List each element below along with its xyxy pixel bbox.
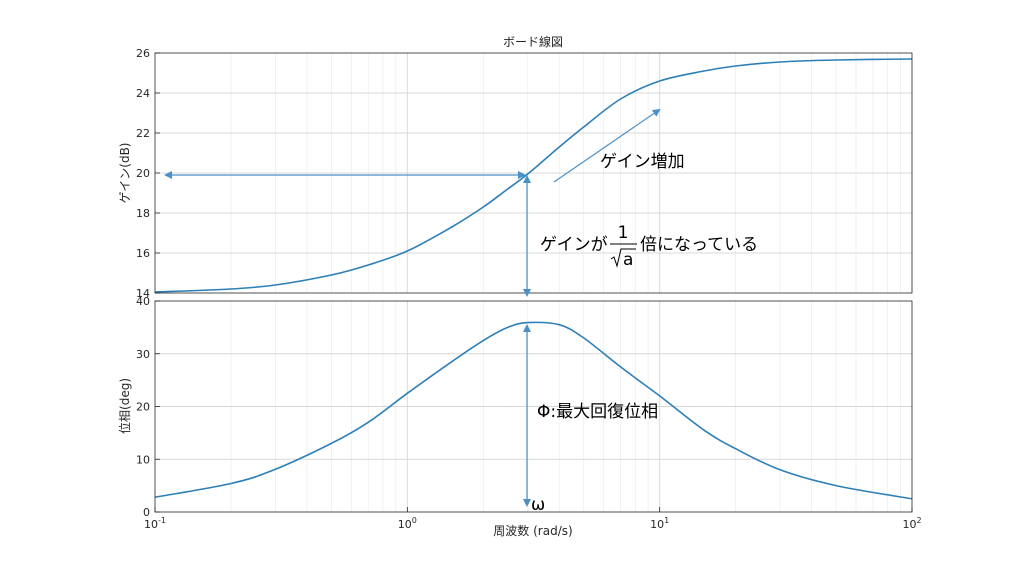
x-tick-label: 10-1 <box>144 516 166 531</box>
y-tick-label: 20 <box>136 401 150 414</box>
gain-increase-arrow <box>553 108 661 183</box>
x-tick-label: 100 <box>398 516 417 531</box>
phase-plot: 0 10 20 30 40 10-1 100 101 102 位相(deg) 周波数 (rad… <box>117 295 922 538</box>
gain-ratio-numerator: 1 <box>618 223 629 243</box>
phase-x-ticks: 10-1 100 101 102 <box>144 507 922 531</box>
phase-y-axis-label: 位相(deg) <box>117 378 132 434</box>
sqrt-sign-icon <box>610 248 636 268</box>
x-tick-label: 101 <box>650 516 669 531</box>
phase-y-ticks: 0 10 20 30 40 <box>136 295 160 519</box>
y-tick-label: 18 <box>136 207 150 220</box>
y-tick-label: 26 <box>136 47 150 60</box>
y-tick-label: 16 <box>136 247 150 260</box>
annotations: ゲイン増加 ゲインが 1 a 倍になっている Φ:最大回復位相 ω <box>164 108 758 515</box>
y-tick-label: 14 <box>136 287 150 300</box>
gain-y-axis-label: ゲイン(dB) <box>118 143 132 204</box>
y-tick-label: 40 <box>136 295 150 308</box>
y-tick-label: 24 <box>136 87 150 100</box>
gain-y-ticks: 14 16 18 20 22 24 26 <box>136 47 160 300</box>
phase-max-label: Φ:最大回復位相 <box>537 402 658 422</box>
chart-title: ボード線図 <box>503 34 563 49</box>
gain-plot: 14 16 18 20 22 24 26 ゲイン(dB) <box>118 47 913 300</box>
phase-plot-border <box>154 300 913 513</box>
gain-series-line <box>154 58 913 293</box>
gain-ratio-denominator: a <box>623 250 633 270</box>
y-tick-label: 20 <box>136 167 150 180</box>
gain-ratio-prefix: ゲインが <box>540 235 608 255</box>
y-tick-label: 10 <box>136 453 150 466</box>
y-tick-label: 22 <box>136 127 150 140</box>
x-axis-label: 周波数 (rad/s) <box>493 523 572 538</box>
omega-label: ω <box>531 495 545 515</box>
phase-series-line <box>154 321 913 500</box>
y-tick-label: 0 <box>143 506 150 519</box>
y-tick-label: 30 <box>136 348 150 361</box>
gain-plot-border <box>154 52 913 294</box>
gain-increase-label: ゲイン増加 <box>600 152 685 172</box>
gain-ratio-suffix: 倍になっている <box>640 235 758 255</box>
x-tick-label: 102 <box>902 516 921 531</box>
